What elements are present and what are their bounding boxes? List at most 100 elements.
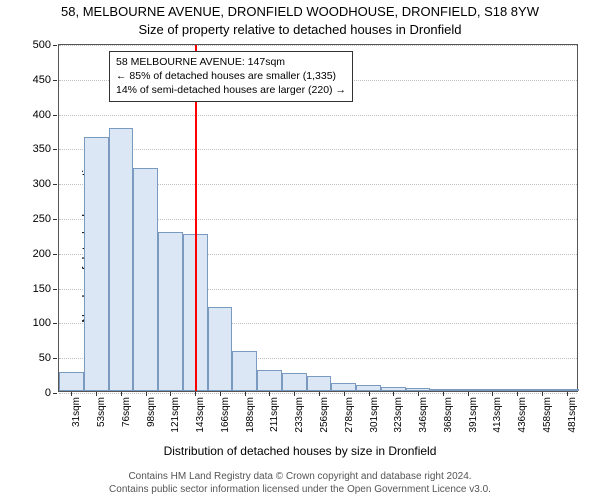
histogram-bar: [554, 389, 579, 391]
y-tick: [53, 323, 57, 329]
y-tick-label: 0: [45, 387, 51, 399]
y-tick: [53, 45, 57, 51]
x-tick: [492, 392, 493, 396]
histogram-bar: [406, 388, 431, 391]
x-tick-label: 458sqm: [542, 397, 553, 433]
x-tick: [393, 392, 394, 396]
histogram-bar: [331, 383, 356, 391]
y-tick-label: 200: [33, 248, 51, 260]
y-tick-label: 250: [33, 213, 51, 225]
y-tick-label: 300: [33, 178, 51, 190]
x-tick-label: 98sqm: [146, 397, 157, 427]
chart-title-line1: 58, MELBOURNE AVENUE, DRONFIELD WOODHOUS…: [0, 4, 600, 19]
x-tick: [294, 392, 295, 396]
chart-container: { "chart": { "type": "histogram", "title…: [0, 0, 600, 500]
x-tick: [369, 392, 370, 396]
y-tick: [53, 115, 57, 121]
x-tick: [567, 392, 568, 396]
y-tick: [53, 393, 57, 399]
histogram-bar: [232, 351, 257, 391]
histogram-bar: [356, 385, 381, 391]
histogram-bar: [158, 232, 183, 391]
x-tick-label: 301sqm: [369, 397, 380, 433]
x-tick-label: 76sqm: [121, 397, 132, 427]
histogram-bar: [59, 372, 84, 391]
annotation-line: ← 85% of detached houses are smaller (1,…: [116, 69, 346, 83]
x-tick: [418, 392, 419, 396]
x-tick-label: 143sqm: [195, 397, 206, 433]
chart-title-line2: Size of property relative to detached ho…: [0, 22, 600, 37]
x-tick-label: 391sqm: [468, 397, 479, 433]
x-tick: [71, 392, 72, 396]
histogram-bar: [84, 137, 109, 391]
annotation-line: 58 MELBOURNE AVENUE: 147sqm: [116, 55, 346, 69]
y-tick: [53, 219, 57, 225]
x-tick-label: 346sqm: [418, 397, 429, 433]
x-tick-label: 323sqm: [393, 397, 404, 433]
histogram-bar: [505, 389, 530, 391]
grid-line: [59, 45, 577, 46]
attribution-line1: Contains HM Land Registry data © Crown c…: [0, 470, 600, 483]
x-tick: [121, 392, 122, 396]
annotation-line: 14% of semi-detached houses are larger (…: [116, 83, 346, 97]
x-tick-label: 481sqm: [567, 397, 578, 433]
histogram-bar: [282, 373, 307, 391]
histogram-bar: [529, 389, 554, 391]
x-tick-label: 368sqm: [443, 397, 454, 433]
y-tick-label: 50: [39, 352, 51, 364]
x-tick-label: 413sqm: [492, 397, 503, 433]
x-tick-label: 166sqm: [220, 397, 231, 433]
histogram-bar: [455, 389, 480, 391]
y-tick: [53, 149, 57, 155]
x-tick: [468, 392, 469, 396]
histogram-bar: [381, 387, 406, 391]
x-tick-label: 211sqm: [269, 397, 280, 432]
y-tick-label: 350: [33, 143, 51, 155]
y-tick-label: 450: [33, 74, 51, 86]
x-tick: [344, 392, 345, 396]
x-tick: [96, 392, 97, 396]
y-tick: [53, 358, 57, 364]
x-tick-label: 53sqm: [96, 397, 107, 427]
x-tick-label: 121sqm: [170, 397, 181, 433]
histogram-bar: [133, 168, 158, 391]
attribution-line2: Contains public sector information licen…: [0, 483, 600, 496]
y-tick-label: 400: [33, 109, 51, 121]
x-tick-label: 31sqm: [71, 397, 82, 427]
histogram-bar: [480, 389, 505, 391]
x-tick: [542, 392, 543, 396]
plot-area: 05010015020025030035040045050031sqm53sqm…: [58, 44, 578, 392]
y-tick: [53, 254, 57, 260]
x-axis-label: Distribution of detached houses by size …: [0, 444, 600, 458]
y-tick: [53, 289, 57, 295]
x-tick: [517, 392, 518, 396]
histogram-bar: [307, 376, 332, 391]
x-tick: [245, 392, 246, 396]
grid-line: [59, 115, 577, 116]
x-tick: [146, 392, 147, 396]
y-tick-label: 500: [33, 39, 51, 51]
x-tick-label: 233sqm: [294, 397, 305, 433]
grid-line: [59, 393, 577, 394]
histogram-bar: [109, 128, 134, 391]
histogram-bar: [208, 307, 233, 391]
x-tick: [195, 392, 196, 396]
x-tick-label: 436sqm: [517, 397, 528, 433]
y-tick-label: 150: [33, 283, 51, 295]
histogram-bar: [257, 370, 282, 391]
x-tick-label: 278sqm: [344, 397, 355, 433]
y-tick-label: 100: [33, 317, 51, 329]
x-tick: [319, 392, 320, 396]
histogram-bar: [430, 389, 455, 391]
y-tick: [53, 184, 57, 190]
x-tick-label: 256sqm: [319, 397, 330, 433]
attribution-text: Contains HM Land Registry data © Crown c…: [0, 470, 600, 496]
x-tick: [443, 392, 444, 396]
y-tick: [53, 80, 57, 86]
annotation-box: 58 MELBOURNE AVENUE: 147sqm← 85% of deta…: [109, 51, 353, 102]
grid-line: [59, 149, 577, 150]
x-tick: [170, 392, 171, 396]
x-tick: [269, 392, 270, 396]
x-tick: [220, 392, 221, 396]
x-tick-label: 188sqm: [245, 397, 256, 433]
